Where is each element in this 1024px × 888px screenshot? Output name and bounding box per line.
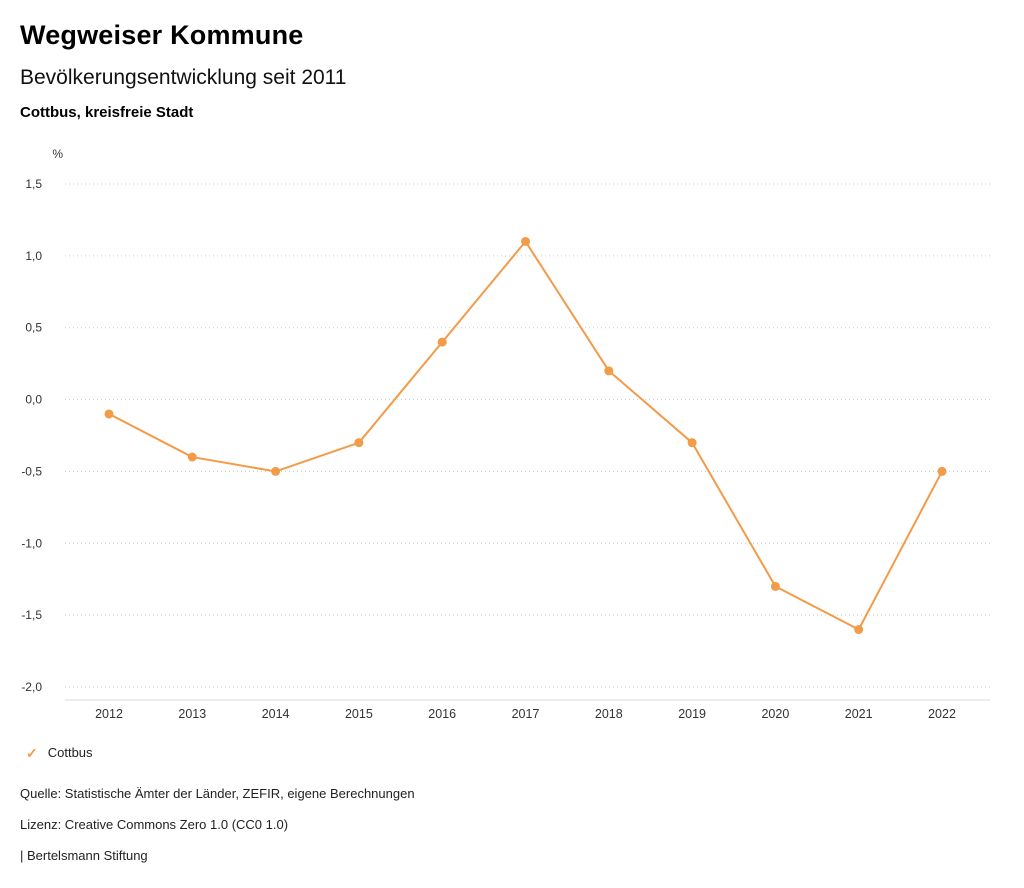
line-series-cottbus [108, 240, 943, 631]
legend-label: Cottbus [47, 745, 93, 760]
data-point [354, 438, 364, 448]
x-tick-label: 2014 [262, 707, 290, 721]
data-point [187, 452, 197, 462]
y-tick-label: 0,5 [25, 321, 42, 335]
data-point [437, 337, 447, 347]
x-tick-label: 2016 [428, 707, 456, 721]
source-note: Quelle: Statistische Ämter der Länder, Z… [20, 786, 415, 801]
check-icon: ✓ [26, 744, 38, 761]
y-axis-unit-label: % [52, 147, 63, 161]
x-tick-label: 2022 [928, 707, 956, 721]
data-point [604, 366, 614, 376]
page-title: Wegweiser Kommune [20, 20, 304, 50]
x-tick-label: 2017 [512, 707, 540, 721]
y-tick-label: -2,0 [21, 680, 42, 694]
x-tick-label: 2019 [678, 707, 706, 721]
x-tick-label: 2018 [595, 707, 623, 721]
y-tick-label: -1,5 [21, 608, 42, 622]
y-tick-label: 0,0 [25, 393, 42, 407]
data-point [271, 466, 281, 476]
data-point [937, 466, 947, 476]
y-tick-label: -0,5 [21, 464, 42, 478]
data-point [854, 625, 864, 635]
x-tick-label: 2012 [95, 707, 123, 721]
chart-region-subtitle: Cottbus, kreisfreie Stadt [20, 104, 194, 121]
y-tick-label: 1,5 [25, 177, 42, 191]
y-tick-label: 1,0 [25, 249, 42, 263]
x-tick-label: 2013 [178, 707, 206, 721]
y-tick-label: -1,0 [21, 536, 42, 550]
data-point [687, 438, 697, 448]
data-point [770, 581, 780, 591]
data-point [104, 409, 114, 419]
legend: ✓ Cottbus [26, 745, 93, 760]
x-tick-label: 2021 [845, 707, 873, 721]
x-tick-label: 2020 [761, 707, 789, 721]
license-note: Lizenz: Creative Commons Zero 1.0 (CC0 1… [20, 817, 289, 832]
x-tick-label: 2015 [345, 707, 373, 721]
chart-title: Bevölkerungsentwicklung seit 2011 [20, 66, 347, 89]
attribution-note: | Bertelsmann Stiftung [20, 848, 148, 863]
data-point [521, 236, 530, 246]
